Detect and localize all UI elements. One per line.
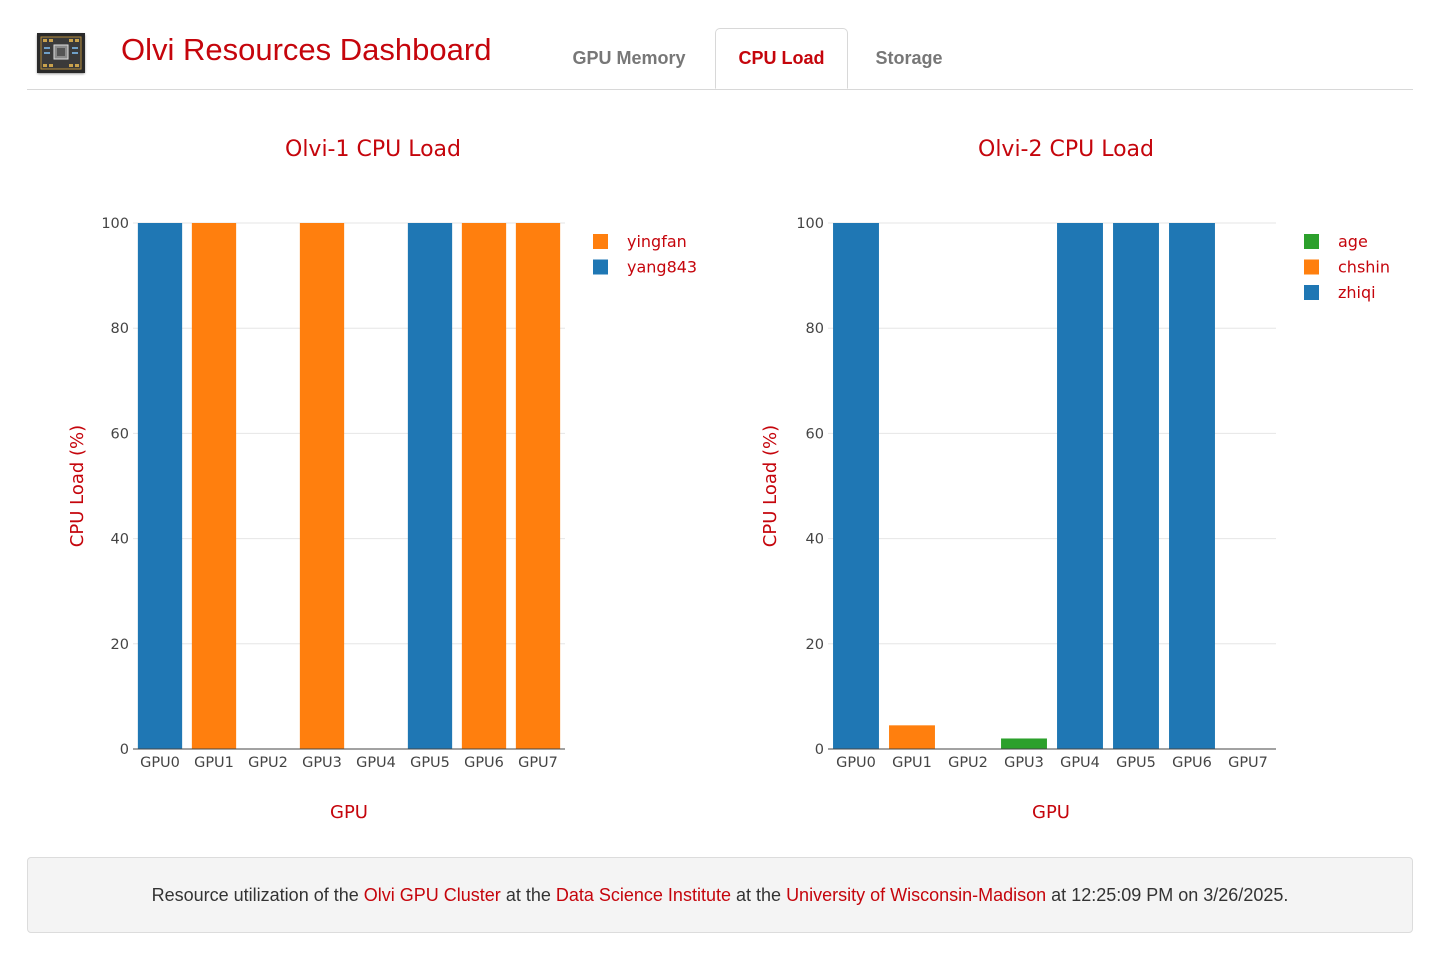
x-tick-label: GPU1 <box>194 755 234 771</box>
x-tick-label: GPU6 <box>464 755 504 771</box>
legend-swatch <box>593 259 608 275</box>
legend-label: yingfan <box>627 232 687 251</box>
y-tick-label: 20 <box>806 637 824 653</box>
y-tick-label: 60 <box>111 426 129 442</box>
bar-zhiqi-GPU5[interactable] <box>1113 223 1159 749</box>
x-tick-label: GPU2 <box>248 755 288 771</box>
x-tick-label: GPU5 <box>410 755 450 771</box>
app-title: Olvi Resources Dashboard <box>121 32 492 67</box>
footer-info: Resource utilization of the Olvi GPU Clu… <box>27 857 1413 933</box>
x-tick-label: GPU1 <box>892 755 932 771</box>
y-tick-label: 100 <box>796 216 824 232</box>
chart-title: Olvi-2 CPU Load <box>978 137 1154 162</box>
y-tick-label: 100 <box>101 216 129 232</box>
y-tick-label: 80 <box>111 321 129 337</box>
olvi-1-chart: Olvi-1 CPU Load 0 20 40 60 80 100 GPU0 GPU1 GPU… <box>0 100 720 844</box>
legend: yingfan yang843 <box>593 232 697 277</box>
bar-yingfan-GPU3[interactable] <box>299 223 345 749</box>
legend-swatch <box>1304 259 1319 275</box>
bar-chshin-GPU1[interactable] <box>889 725 935 749</box>
x-tick-label: GPU0 <box>140 755 180 771</box>
footer-mid3: at <box>1051 884 1067 905</box>
x-tick-label: GPU7 <box>518 755 558 771</box>
y-axis-title: CPU Load (%) <box>760 425 781 547</box>
legend-item-chshin[interactable]: chshin <box>1304 258 1390 277</box>
x-tick-label: GPU5 <box>1116 755 1156 771</box>
x-tick-label: GPU7 <box>1228 755 1268 771</box>
footer-suffix: . <box>1283 884 1289 905</box>
legend: age chshin zhiqi <box>1304 232 1390 302</box>
bars <box>833 223 1215 749</box>
uw-madison-link[interactable]: University of Wisconsin-Madison <box>786 884 1047 905</box>
timestamp: 12:25:09 PM on 3/26/2025 <box>1071 884 1284 905</box>
y-tick-label: 0 <box>120 742 129 758</box>
legend-swatch <box>1304 285 1319 300</box>
x-tick-label: GPU4 <box>356 755 396 771</box>
footer-mid2: at the <box>736 884 782 905</box>
legend-item-age[interactable]: age <box>1304 232 1368 251</box>
x-tick-label: GPU4 <box>1060 755 1100 771</box>
bar-zhiqi-GPU6[interactable] <box>1169 223 1215 749</box>
y-tick-label: 40 <box>806 532 824 548</box>
legend-item-yang843[interactable]: yang843 <box>593 258 697 277</box>
legend-item-yingfan[interactable]: yingfan <box>593 232 687 251</box>
legend-swatch <box>1304 234 1319 249</box>
legend-label: yang843 <box>627 258 697 277</box>
bar-zhiqi-GPU0[interactable] <box>833 223 879 749</box>
legend-item-zhiqi[interactable]: zhiqi <box>1304 283 1376 302</box>
dsi-link[interactable]: Data Science Institute <box>555 884 731 905</box>
legend-label: age <box>1338 232 1368 251</box>
x-tick-labels: GPU0 GPU1 GPU2 GPU3 GPU4 GPU5 GPU6 GPU7 <box>140 755 558 771</box>
legend-label: zhiqi <box>1338 283 1376 302</box>
footer-prefix: Resource utilization of the <box>151 884 359 905</box>
y-tick-label: 60 <box>806 426 824 442</box>
bar-yang843-GPU5[interactable] <box>407 223 453 749</box>
x-tick-label: GPU2 <box>948 755 988 771</box>
bar-yang843-GPU0[interactable] <box>137 223 183 749</box>
x-tick-label: GPU6 <box>1172 755 1212 771</box>
olvi-2-chart: Olvi-2 CPU Load 0 20 40 60 80 100 GPU0 GPU1 GPU… <box>720 100 1440 844</box>
bar-yingfan-GPU7[interactable] <box>515 223 561 749</box>
x-tick-labels: GPU0 GPU1 GPU2 GPU3 GPU4 GPU5 GPU6 GPU7 <box>836 755 1268 771</box>
chart-title: Olvi-1 CPU Load <box>285 137 461 162</box>
y-tick-label: 40 <box>111 532 129 548</box>
x-axis-title: GPU <box>330 802 368 823</box>
bar-yingfan-GPU6[interactable] <box>461 223 507 749</box>
x-tick-label: GPU3 <box>302 755 342 771</box>
y-tick-labels: 0 20 40 60 80 100 <box>796 216 824 758</box>
tab-storage[interactable]: Storage <box>875 48 943 68</box>
y-tick-label: 80 <box>806 321 824 337</box>
legend-swatch <box>593 234 608 249</box>
gpu-chip-icon <box>37 33 85 73</box>
bar-yingfan-GPU1[interactable] <box>191 223 237 749</box>
footer-mid1: at the <box>505 884 551 905</box>
olvi-cluster-link[interactable]: Olvi GPU Cluster <box>363 884 501 905</box>
tab-cpu-load[interactable]: CPU Load <box>715 28 848 89</box>
x-tick-label: GPU3 <box>1004 755 1044 771</box>
y-tick-label: 0 <box>815 742 824 758</box>
legend-label: chshin <box>1338 258 1390 277</box>
x-axis-title: GPU <box>1032 802 1070 823</box>
bars <box>137 223 561 749</box>
bar-age-GPU3[interactable] <box>1001 738 1047 749</box>
x-tick-label: GPU0 <box>836 755 876 771</box>
tab-gpu-memory[interactable]: GPU Memory <box>572 48 686 68</box>
dashboard-header: Olvi Resources Dashboard GPU Memory CPU … <box>27 0 1413 90</box>
y-axis-title: CPU Load (%) <box>67 425 88 547</box>
y-tick-labels: 0 20 40 60 80 100 <box>101 216 129 758</box>
bar-zhiqi-GPU4[interactable] <box>1057 223 1103 749</box>
y-tick-label: 20 <box>111 637 129 653</box>
